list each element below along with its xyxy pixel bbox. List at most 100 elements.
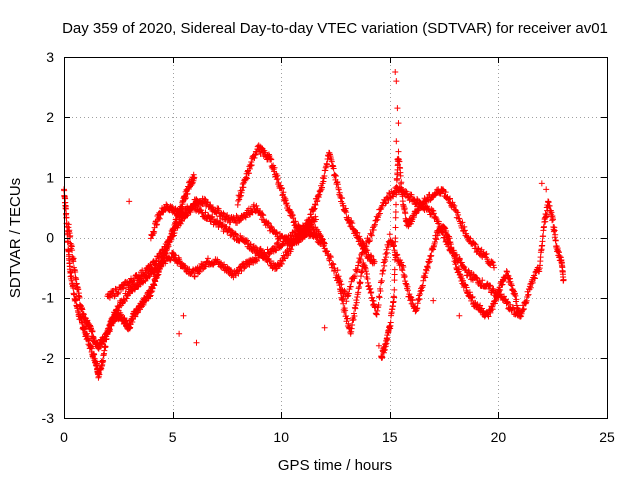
data-points — [61, 69, 567, 381]
data-point — [453, 208, 460, 215]
data-point — [477, 302, 484, 309]
data-point — [451, 202, 458, 209]
data-point — [520, 305, 527, 312]
data-point — [146, 268, 153, 275]
data-point — [375, 211, 382, 218]
data-point — [102, 343, 109, 350]
data-point — [504, 298, 511, 305]
data-point — [288, 246, 295, 253]
data-point — [397, 172, 404, 179]
data-point — [497, 287, 504, 293]
data-point — [241, 264, 248, 271]
data-point — [491, 264, 498, 271]
data-point — [201, 195, 208, 202]
data-point — [391, 286, 398, 293]
data-point — [525, 291, 532, 298]
data-point — [239, 261, 246, 268]
data-point — [153, 221, 160, 228]
data-point — [329, 260, 336, 267]
data-point — [377, 287, 384, 294]
data-point — [142, 277, 149, 284]
data-point — [278, 260, 285, 267]
data-point — [368, 232, 375, 239]
data-point — [265, 219, 272, 226]
data-point — [274, 175, 281, 182]
data-point — [191, 273, 198, 280]
y-tick-label: 1 — [46, 169, 54, 185]
data-point — [390, 298, 397, 305]
data-point — [224, 212, 231, 219]
data-point — [392, 251, 399, 258]
data-point — [378, 277, 385, 284]
data-point — [552, 231, 559, 238]
data-point — [560, 276, 567, 283]
data-point — [474, 245, 481, 252]
data-point — [66, 251, 73, 258]
data-point — [513, 296, 520, 303]
data-point — [482, 251, 489, 258]
data-point — [350, 273, 357, 280]
data-point — [340, 300, 347, 307]
data-point — [387, 319, 394, 326]
data-point — [281, 255, 288, 262]
data-point — [334, 267, 341, 274]
data-point — [245, 170, 252, 177]
data-point — [253, 257, 260, 264]
data-point — [321, 173, 328, 180]
data-point — [347, 283, 354, 290]
data-point — [253, 202, 260, 209]
data-point — [358, 250, 365, 257]
data-point — [375, 302, 382, 309]
data-point — [153, 258, 160, 265]
data-point — [352, 302, 359, 309]
data-point — [373, 217, 380, 224]
data-point — [302, 231, 309, 238]
data-point — [461, 227, 468, 234]
data-point — [295, 239, 302, 246]
data-point — [404, 287, 411, 294]
data-point — [342, 307, 349, 314]
data-point — [383, 254, 390, 261]
y-tick-label: 3 — [46, 49, 54, 65]
data-point — [65, 221, 72, 228]
data-point — [426, 258, 433, 265]
data-point — [543, 212, 550, 219]
data-point — [424, 265, 431, 272]
data-point — [484, 256, 491, 263]
data-point — [476, 279, 483, 286]
data-point — [273, 265, 280, 272]
data-point — [171, 230, 178, 237]
data-point — [374, 216, 381, 223]
data-point — [224, 265, 231, 272]
data-point — [308, 221, 315, 228]
data-point — [428, 252, 435, 259]
data-point — [332, 173, 339, 180]
data-point — [398, 259, 405, 266]
data-point — [343, 298, 350, 305]
data-point — [221, 261, 228, 268]
data-point — [324, 161, 331, 168]
data-point — [330, 261, 337, 268]
data-point — [352, 272, 359, 279]
data-point — [339, 195, 346, 202]
data-point — [146, 293, 153, 300]
data-point — [244, 237, 251, 244]
data-point — [550, 216, 557, 223]
data-point — [366, 238, 373, 245]
data-point — [141, 272, 148, 279]
data-point — [494, 292, 501, 299]
data-point — [79, 306, 86, 313]
data-point — [393, 138, 400, 145]
grid — [64, 57, 607, 418]
data-point — [393, 201, 400, 208]
data-point — [379, 354, 386, 361]
data-point — [456, 312, 463, 319]
x-axis-label: GPS time / hours — [278, 457, 392, 474]
data-point — [343, 312, 350, 319]
y-tick-label: 2 — [46, 109, 54, 125]
data-point — [330, 165, 337, 172]
data-point — [178, 217, 185, 224]
data-point — [430, 210, 437, 217]
data-point — [177, 220, 184, 227]
